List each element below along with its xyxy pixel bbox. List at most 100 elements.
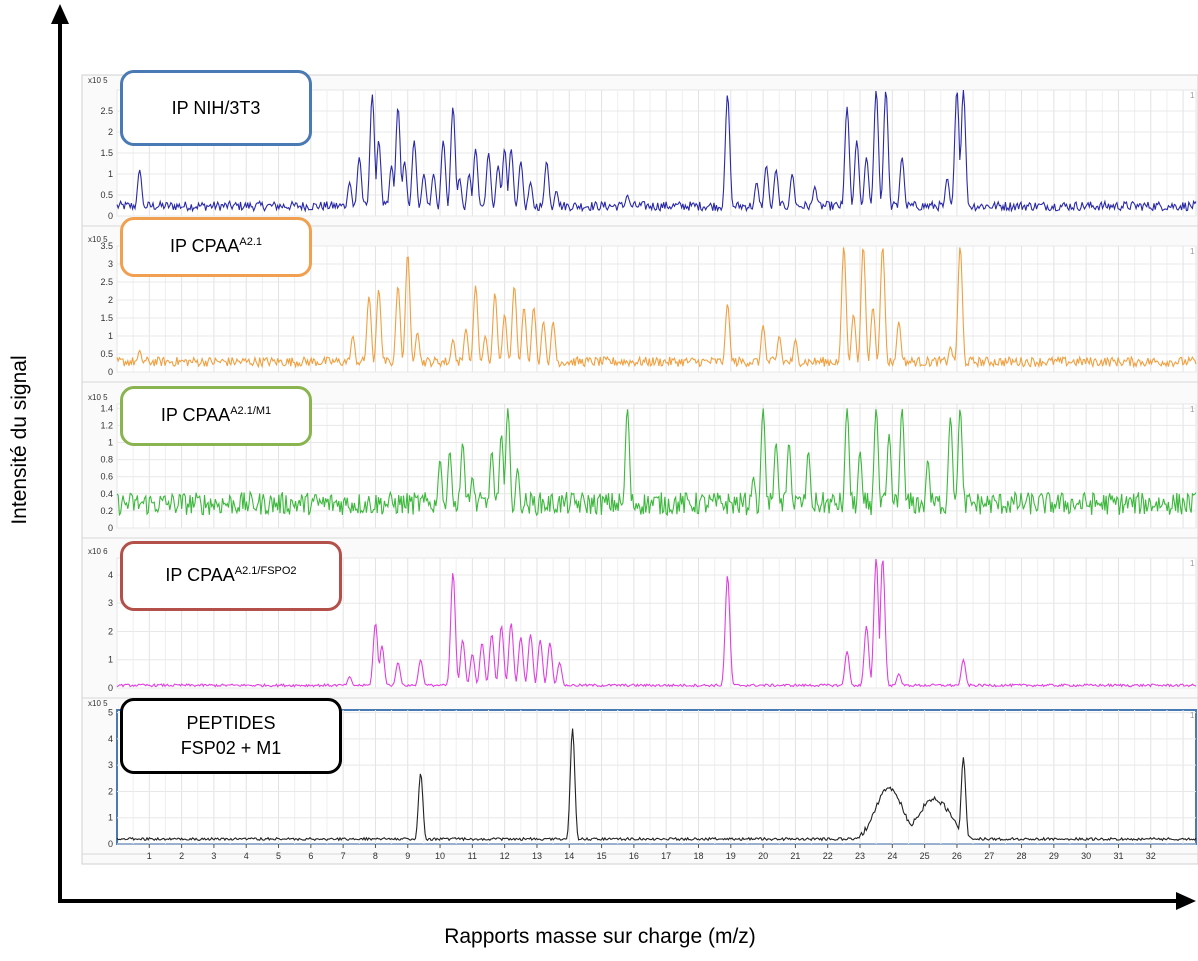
y-tick-label: 1 bbox=[108, 655, 113, 665]
y-tick-label: 1.5 bbox=[100, 148, 113, 158]
panel-corner-mark: 1 bbox=[1190, 559, 1195, 568]
y-tick-label: 2.5 bbox=[100, 106, 113, 116]
scale-label-cpaa: x10 5 bbox=[88, 235, 108, 244]
y-tick-label: 2 bbox=[108, 127, 113, 137]
x-tick-label: 1 bbox=[147, 851, 152, 861]
x-tick-label: 6 bbox=[308, 851, 313, 861]
y-tick-label: 4 bbox=[108, 734, 113, 744]
y-axis-arrowhead bbox=[51, 4, 69, 24]
y-tick-label: 2.5 bbox=[100, 277, 113, 287]
y-tick-label: 3 bbox=[108, 760, 113, 770]
x-tick-label: 7 bbox=[341, 851, 346, 861]
series-line-fspo2 bbox=[116, 558, 1197, 688]
y-tick-label: 0.5 bbox=[100, 349, 113, 359]
y-tick-label: 0 bbox=[108, 367, 113, 377]
x-tick-label: 26 bbox=[952, 851, 962, 861]
y-tick-label: 1.5 bbox=[100, 313, 113, 323]
label-peptides-text: PEPTIDES bbox=[186, 713, 276, 733]
x-tick-label: 14 bbox=[564, 851, 574, 861]
y-tick-label: 1.2 bbox=[100, 420, 113, 430]
x-tick-label: 20 bbox=[758, 851, 768, 861]
x-tick-label: 11 bbox=[468, 851, 477, 861]
x-tick-label: 5 bbox=[276, 851, 281, 861]
y-tick-label: 0.5 bbox=[100, 190, 113, 200]
x-tick-label: 4 bbox=[244, 851, 249, 861]
x-tick-label: 9 bbox=[405, 851, 410, 861]
y-tick-label: 0.8 bbox=[100, 455, 113, 465]
series-line-peptides bbox=[116, 728, 1197, 842]
y-tick-label: 2 bbox=[108, 786, 113, 796]
x-tick-label: 24 bbox=[887, 851, 897, 861]
label-cpaa: IP CPAAA2.1 bbox=[120, 217, 312, 277]
label-fspo2-sup: A2.1/FSPO2 bbox=[234, 564, 297, 577]
y-tick-label: 3 bbox=[108, 598, 113, 608]
y-tick-label: 1 bbox=[108, 437, 113, 447]
x-tick-label: 3 bbox=[211, 851, 216, 861]
x-tick-label: 15 bbox=[597, 851, 607, 861]
y-tick-label: 3.5 bbox=[100, 241, 113, 251]
x-tick-label: 17 bbox=[661, 851, 671, 861]
x-tick-label: 18 bbox=[693, 851, 703, 861]
label-fspo2: IP CPAAA2.1/FSPO2 bbox=[120, 541, 342, 611]
label-m1: IP CPAAA2.1/M1 bbox=[120, 386, 312, 446]
y-tick-label: 0.2 bbox=[100, 506, 113, 516]
x-tick-label: 23 bbox=[855, 851, 865, 861]
x-tick-label: 16 bbox=[629, 851, 639, 861]
scale-label-peptides: x10 5 bbox=[88, 699, 108, 708]
y-axis-label-box: Intensité du signal bbox=[0, 0, 40, 740]
y-tick-label: 1 bbox=[108, 331, 113, 341]
scale-label-fspo2: x10 6 bbox=[88, 547, 108, 556]
x-tick-label: 27 bbox=[984, 851, 994, 861]
y-tick-label: 0 bbox=[108, 683, 113, 693]
label-m1-text: IP CPAA bbox=[160, 404, 231, 425]
y-tick-label: 2 bbox=[108, 626, 113, 636]
y-tick-label: 0 bbox=[108, 839, 113, 849]
panel-corner-mark: 1 bbox=[1190, 91, 1195, 100]
scale-label-nih: x10 5 bbox=[88, 76, 108, 85]
label-m1-sup: A2.1/M1 bbox=[230, 404, 272, 417]
series-line-m1 bbox=[116, 408, 1197, 517]
label-fspo2-text: IP CPAA bbox=[165, 564, 235, 585]
x-tick-label: 21 bbox=[790, 851, 800, 861]
label-peptides: PEPTIDES FSP02 + M1 bbox=[120, 698, 342, 774]
scale-label-m1: x10 5 bbox=[88, 393, 108, 402]
y-tick-label: 1 bbox=[108, 169, 113, 179]
x-tick-label: 25 bbox=[920, 851, 930, 861]
y-tick-label: 0.6 bbox=[100, 472, 113, 482]
x-tick-label: 2 bbox=[179, 851, 184, 861]
y-tick-label: 5 bbox=[108, 708, 113, 718]
x-tick-label: 28 bbox=[1017, 851, 1027, 861]
label-nih-text: IP NIH/3T3 bbox=[171, 98, 261, 118]
label-peptides-sub: FSP02 + M1 bbox=[180, 738, 282, 758]
x-tick-label: 13 bbox=[532, 851, 542, 861]
x-tick-label: 32 bbox=[1146, 851, 1156, 861]
x-tick-label: 10 bbox=[435, 851, 445, 861]
y-tick-label: 0 bbox=[108, 523, 113, 533]
y-tick-label: 1 bbox=[108, 813, 113, 823]
x-tick-label: 19 bbox=[726, 851, 736, 861]
label-cpaa-text: IP CPAA bbox=[169, 235, 240, 256]
y-tick-label: 1.4 bbox=[100, 403, 113, 413]
x-tick-label: 30 bbox=[1081, 851, 1091, 861]
label-nih: IP NIH/3T3 bbox=[120, 70, 312, 146]
y-tick-label: 0.4 bbox=[100, 489, 113, 499]
series-line-nih bbox=[116, 89, 1197, 213]
y-tick-label: 4 bbox=[108, 570, 113, 580]
series-line-cpaa bbox=[116, 247, 1197, 369]
y-axis-label: Intensité du signal bbox=[8, 355, 31, 525]
x-tick-label: 29 bbox=[1049, 851, 1059, 861]
x-tick-label: 31 bbox=[1113, 851, 1123, 861]
label-cpaa-sup: A2.1 bbox=[239, 235, 262, 248]
panel-corner-mark: 1 bbox=[1190, 711, 1195, 720]
y-tick-label: 2 bbox=[108, 295, 113, 305]
panel-corner-mark: 1 bbox=[1190, 405, 1195, 414]
x-axis-label: Rapports masse sur charge (m/z) bbox=[444, 925, 756, 948]
y-tick-label: 0 bbox=[108, 211, 113, 221]
x-tick-label: 12 bbox=[500, 851, 510, 861]
x-axis-arrowhead bbox=[1176, 892, 1196, 910]
x-tick-label: 8 bbox=[373, 851, 378, 861]
x-tick-label: 22 bbox=[823, 851, 833, 861]
